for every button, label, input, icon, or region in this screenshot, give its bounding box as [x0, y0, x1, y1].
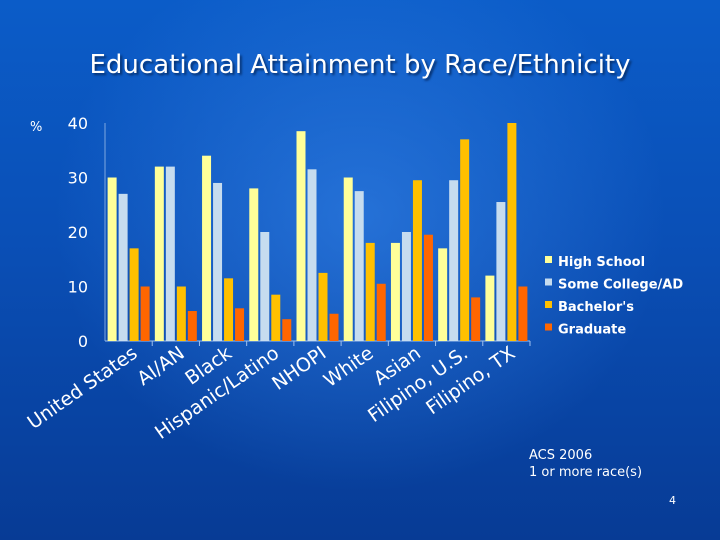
bar [471, 297, 481, 341]
bar [296, 131, 306, 341]
bar [329, 313, 339, 341]
bar [165, 166, 175, 341]
bar [354, 191, 364, 341]
bar [412, 180, 422, 341]
bar [249, 188, 259, 341]
page-number: 4 [669, 494, 676, 507]
bar [485, 275, 495, 341]
category-label: NHOPI [268, 342, 330, 395]
legend-label: Bachelor's [558, 300, 634, 315]
chart-legend: High School Some College/AD Bachelor's Grad… [545, 255, 683, 338]
bar [423, 234, 433, 341]
y-axis-label: % [30, 120, 43, 135]
bar [235, 308, 245, 341]
bar [282, 319, 292, 341]
legend-swatch [545, 323, 552, 331]
bar [118, 193, 128, 341]
bar [460, 139, 470, 341]
bar [365, 242, 375, 341]
slide-title: Educational Attainment by Race/Ethnicity [89, 50, 631, 80]
bar [507, 123, 517, 341]
bar [260, 232, 270, 341]
bar [129, 248, 139, 341]
bar [390, 242, 400, 341]
category-label: AI/AN [133, 342, 188, 390]
bar [154, 166, 164, 341]
category-label: United States [23, 342, 141, 434]
legend-swatch [545, 278, 552, 286]
source-note: ACS 2006 1 or more race(s) [529, 447, 642, 481]
bar [187, 311, 197, 341]
bar [518, 286, 528, 341]
bar [271, 294, 281, 341]
bar [343, 177, 353, 341]
chart-axes: 0 10 20 30 40 [68, 114, 531, 351]
category-label: White [320, 342, 378, 392]
bar [213, 182, 223, 341]
legend-swatch [545, 301, 552, 308]
bar [401, 232, 411, 341]
bar [107, 177, 117, 341]
legend-label: Graduate [558, 323, 626, 338]
bar [438, 248, 448, 341]
category-labels: United StatesAI/ANBlackHispanic/LatinoNH… [23, 342, 519, 444]
bar [307, 169, 317, 341]
bar [202, 155, 212, 341]
bar [496, 202, 506, 341]
source-line-1: ACS 2006 [529, 448, 593, 463]
bar [176, 286, 186, 341]
y-tick-label: 0 [78, 332, 88, 351]
bar [224, 278, 234, 341]
chart-bars [107, 123, 528, 341]
bar [376, 283, 386, 341]
source-line-2: 1 or more race(s) [529, 465, 643, 480]
y-tick-label: 40 [68, 114, 88, 133]
bar [449, 180, 459, 341]
y-tick-label: 20 [68, 223, 88, 242]
y-tick-label: 30 [68, 169, 88, 188]
legend-label: Some College/AD [558, 278, 683, 293]
bar [318, 272, 328, 341]
legend-swatch [545, 256, 552, 263]
legend-label: High School [558, 255, 645, 270]
y-tick-label: 10 [68, 278, 88, 297]
bar [140, 286, 150, 341]
